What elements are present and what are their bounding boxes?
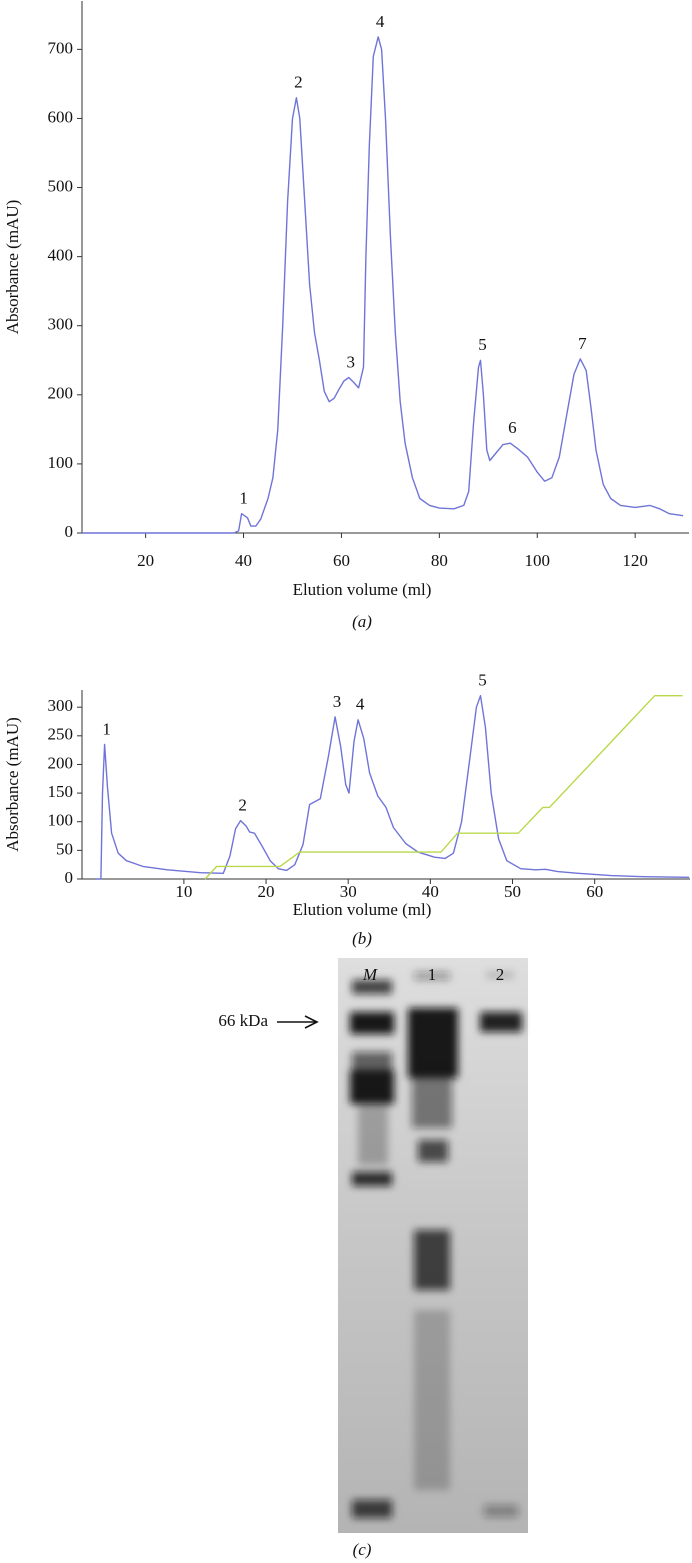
- x-tick-label: 20: [258, 882, 275, 901]
- y-tick-label: 700: [48, 38, 74, 57]
- band: [350, 1070, 394, 1104]
- x-tick-label: 40: [235, 551, 252, 570]
- band: [486, 972, 514, 978]
- x-tick-label: 60: [586, 882, 603, 901]
- peak-label: 6: [508, 418, 517, 437]
- y-tick-label: 100: [48, 453, 74, 472]
- panel-caption: (b): [352, 929, 372, 948]
- x-axis-label: Elution volume (ml): [293, 580, 432, 599]
- band: [352, 1052, 392, 1070]
- x-tick-label: 60: [333, 551, 350, 570]
- band: [480, 1012, 522, 1032]
- y-axis-label: Absorbance (mAU): [3, 200, 22, 335]
- gel: M 1 2 66 kDa (c): [218, 958, 528, 1559]
- panel-caption: (c): [353, 1540, 372, 1559]
- peak-label: 3: [347, 352, 356, 371]
- band: [352, 1172, 392, 1186]
- peak-label: 1: [102, 719, 111, 738]
- lane-label: 2: [496, 965, 505, 984]
- peak-label: 2: [238, 795, 247, 814]
- band: [414, 1230, 450, 1290]
- band: [418, 1140, 448, 1162]
- y-tick-label: 0: [65, 522, 74, 541]
- data-line: [96, 695, 690, 880]
- x-tick-label: 50: [504, 882, 521, 901]
- y-tick-label: 500: [48, 176, 74, 195]
- band: [350, 1012, 394, 1034]
- smear: [412, 1078, 452, 1128]
- band: [352, 980, 392, 994]
- y-tick-label: 150: [48, 782, 74, 801]
- x-axis-label: Elution volume (ml): [293, 900, 432, 919]
- panel-caption: (a): [352, 612, 372, 631]
- peak-label: 5: [478, 335, 487, 354]
- peak-label: 7: [578, 334, 587, 353]
- y-axis-label: Absorbance (mAU): [3, 717, 22, 852]
- peak-label: 4: [376, 12, 385, 31]
- y-tick-label: 300: [48, 696, 74, 715]
- y-tick-label: 600: [48, 107, 74, 126]
- y-tick-label: 300: [48, 315, 74, 334]
- y-tick-label: 200: [48, 384, 74, 403]
- peak-label: 1: [239, 489, 248, 508]
- x-tick-label: 40: [422, 882, 439, 901]
- peak-label: 2: [294, 73, 303, 92]
- x-tick-label: 100: [525, 551, 551, 570]
- x-tick-label: 10: [175, 882, 192, 901]
- x-tick-label: 20: [137, 551, 154, 570]
- y-tick-label: 400: [48, 246, 74, 265]
- band: [484, 1505, 518, 1517]
- marker-label: 66 kDa: [218, 1011, 268, 1030]
- gel-bands: [350, 972, 522, 1518]
- data-line: [82, 36, 684, 534]
- smear: [358, 1105, 388, 1165]
- y-tick-label: 200: [48, 753, 74, 772]
- y-tick-label: 100: [48, 811, 74, 830]
- x-tick-label: 80: [431, 551, 448, 570]
- marker-arrowhead: [304, 1015, 319, 1029]
- peak-label: 4: [356, 695, 365, 714]
- lane-label: M: [362, 965, 378, 984]
- peak-label: 3: [333, 692, 342, 711]
- smear: [414, 1310, 450, 1490]
- band: [408, 1008, 458, 1078]
- band: [352, 1500, 392, 1518]
- y-tick-label: 50: [56, 839, 73, 858]
- band: [414, 972, 450, 980]
- x-tick-label: 120: [622, 551, 648, 570]
- peak-label: 5: [478, 671, 487, 690]
- data-line: [204, 695, 683, 880]
- x-tick-label: 30: [340, 882, 357, 901]
- y-tick-label: 0: [65, 868, 74, 887]
- lane-label: 1: [428, 965, 437, 984]
- y-tick-label: 250: [48, 725, 74, 744]
